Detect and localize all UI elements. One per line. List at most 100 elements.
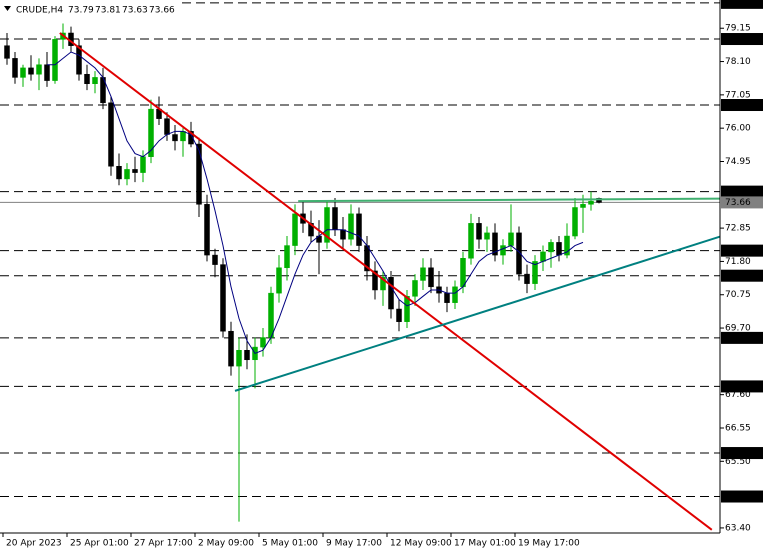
level-label: 65.76 [725, 449, 751, 459]
candle-body [148, 108, 154, 157]
candle-body [324, 207, 330, 243]
trendline [234, 235, 720, 392]
level-label: 69.39 [725, 333, 751, 343]
candle-body [204, 204, 210, 256]
candle-body [452, 286, 458, 303]
y-tick-label: 76.00 [725, 124, 751, 134]
candle-body [12, 58, 18, 78]
close: 73.66 [149, 6, 175, 16]
y-tick-label: 67.60 [725, 390, 751, 400]
candle-body [532, 261, 538, 284]
header-bg [0, 2, 178, 16]
y-tick-label: 79.15 [725, 24, 751, 34]
candle-body [188, 131, 194, 145]
x-tick-label: 17 May 01:00 [454, 539, 516, 549]
open: 73.79 [68, 6, 94, 16]
candle-body [372, 270, 378, 291]
y-tick-label: 70.75 [725, 290, 751, 300]
candle-body [524, 273, 530, 284]
level-box [721, 331, 763, 344]
x-tick-label: 2 May 09:00 [198, 539, 254, 549]
low: 73.63 [122, 6, 148, 16]
candle-body [380, 277, 386, 291]
candle-body [52, 39, 58, 81]
current-price-box [721, 196, 763, 209]
candle-body [492, 232, 498, 256]
high: 73.81 [95, 6, 121, 16]
candle-body [428, 267, 434, 288]
candle-body [92, 77, 98, 85]
x-tick-label: 19 May 17:00 [518, 539, 580, 549]
candle-body [388, 277, 394, 310]
y-tick-label: 78.10 [725, 57, 751, 67]
level-box [721, 0, 763, 9]
candle-body [412, 280, 418, 297]
level-label: 76.73 [725, 101, 751, 111]
candle-body [76, 45, 82, 75]
candle-body [84, 73, 90, 85]
level-label: 74.00 [725, 187, 751, 197]
candle-body [508, 232, 514, 246]
x-tick-label: 27 Apr 17:00 [134, 539, 193, 549]
candle-body [468, 223, 474, 259]
trendline [59, 32, 713, 531]
level-box [721, 33, 763, 46]
candle-body [44, 64, 50, 81]
y-tick-label: 69.70 [725, 324, 751, 334]
candle-body [28, 67, 34, 75]
y-tick-label: 74.95 [725, 157, 751, 167]
x-tick-label: 5 May 01:00 [262, 539, 318, 549]
candle-body [212, 254, 218, 265]
candle-body [228, 330, 234, 367]
candle-body [164, 118, 170, 135]
candle-body [564, 235, 570, 256]
dropdown-icon[interactable] [4, 6, 11, 11]
y-tick-label: 63.40 [725, 523, 751, 533]
candle-body [220, 264, 226, 332]
candle-body [292, 213, 298, 246]
candle-body [588, 200, 594, 205]
level-box [721, 490, 763, 503]
candle-body [476, 223, 482, 240]
candle-body [396, 308, 402, 322]
level-box [721, 447, 763, 460]
level-box [721, 380, 763, 393]
candle-body [348, 213, 354, 240]
symbol: CRUDE,H4 [16, 6, 63, 16]
candle-body [268, 292, 274, 338]
candle-body [356, 213, 362, 246]
x-tick-label: 20 Apr 2023 [6, 539, 62, 549]
candle-body [572, 207, 578, 237]
y-tick-label: 77.05 [725, 90, 751, 100]
level-label: 67.86 [725, 382, 751, 392]
level-label: 78.81 [725, 35, 751, 45]
level-box [721, 269, 763, 282]
moving-average [47, 51, 584, 355]
level-label: 64.39 [725, 492, 751, 502]
candle-body [20, 67, 26, 78]
candle-body [132, 169, 138, 173]
candle-body [4, 45, 10, 59]
candle-body [548, 242, 554, 253]
candle-body [596, 198, 602, 203]
current-price-label: 73.66 [725, 198, 751, 208]
candle-body [556, 242, 562, 256]
plot-area [0, 2, 720, 531]
candle-body [260, 337, 266, 348]
level-label: 72.14 [725, 246, 751, 256]
candle-body [172, 134, 178, 142]
candle-body [244, 350, 250, 361]
level-label: 71.35 [725, 271, 751, 281]
x-tick-label: 25 Apr 01:00 [70, 539, 129, 549]
y-tick-label: 65.50 [725, 457, 751, 467]
level-label: 79.95 [725, 0, 751, 8]
x-tick-label: 9 May 17:00 [326, 539, 382, 549]
trendline [298, 197, 720, 203]
x-tick-label: 12 May 09:00 [390, 539, 452, 549]
candle-body [36, 64, 42, 75]
level-box [721, 99, 763, 112]
level-box [721, 244, 763, 257]
candle-body [580, 204, 586, 208]
